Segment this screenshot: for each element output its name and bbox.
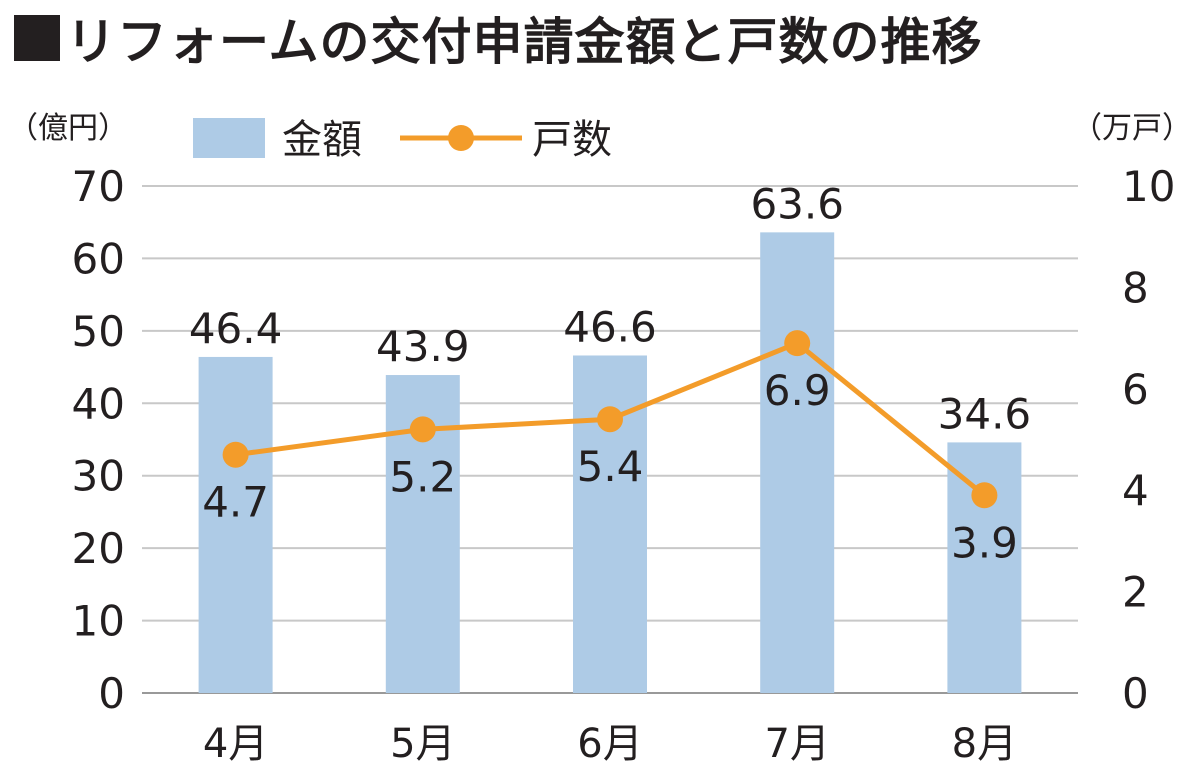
legend-line-label: 戸数 [532,117,612,163]
x-tick-label: 5月 [390,721,455,767]
line-series [222,330,998,509]
legend: 金額 戸数 [193,117,612,163]
left-tick-label: 20 [72,524,125,573]
bar-value-label: 46.4 [189,304,283,353]
bar [947,442,1022,693]
title-square-icon [14,15,60,61]
left-tick-label: 60 [72,234,125,283]
line-value-label: 6.9 [764,366,831,415]
left-tick-label: 30 [72,452,125,501]
right-tick-label: 4 [1122,466,1149,515]
bar [760,232,835,693]
x-tick-label: 7月 [764,721,829,767]
line-point [784,330,811,357]
left-tick-label: 70 [72,162,125,211]
left-tick-label: 40 [72,379,125,428]
line-value-label: 3.9 [951,518,1018,567]
bar [198,356,273,693]
line-point [409,416,436,443]
line-value-label: 5.2 [389,452,456,501]
bar-value-label: 34.6 [938,389,1032,438]
x-tick-label: 4月 [203,721,268,767]
bar-value-label: 63.6 [750,179,844,228]
line-point [597,406,623,433]
axes: 0 10 20 30 40 50 60 70 0 2 4 6 8 10 4月 5月 6月 7月 8月 [72,162,1176,767]
right-tick-label: 8 [1122,263,1149,312]
right-axis-unit: （万戸） [1072,111,1192,146]
bar-value-label: 46.6 [563,302,657,351]
right-tick-label: 10 [1122,162,1175,211]
x-tick-label: 8月 [952,721,1017,767]
line-point [971,482,998,509]
line-value-label: 5.4 [577,442,644,491]
line-value-label: 4.7 [202,478,269,527]
right-tick-label: 6 [1122,365,1149,414]
right-tick-label: 2 [1122,568,1149,617]
left-tick-label: 10 [72,597,125,646]
chart-title-text: リフォームの交付申請金額と戸数の推移 [66,13,983,71]
left-tick-label: 50 [72,307,125,356]
right-tick-label: 0 [1122,669,1149,718]
left-tick-label: 0 [98,669,125,718]
line-point [222,441,249,468]
legend-bar-label: 金額 [282,117,362,163]
chart-title: リフォームの交付申請金額と戸数の推移 [14,2,983,74]
bar-value-label: 43.9 [376,322,470,371]
data-labels: 46.4 43.9 46.6 63.6 34.6 4.7 5.2 5.4 6.9 3.9 [189,179,1031,567]
legend-bar-swatch [193,118,265,158]
left-axis-unit: （億円） [8,111,128,146]
x-tick-label: 6月 [577,721,642,767]
legend-line-marker [448,125,474,151]
